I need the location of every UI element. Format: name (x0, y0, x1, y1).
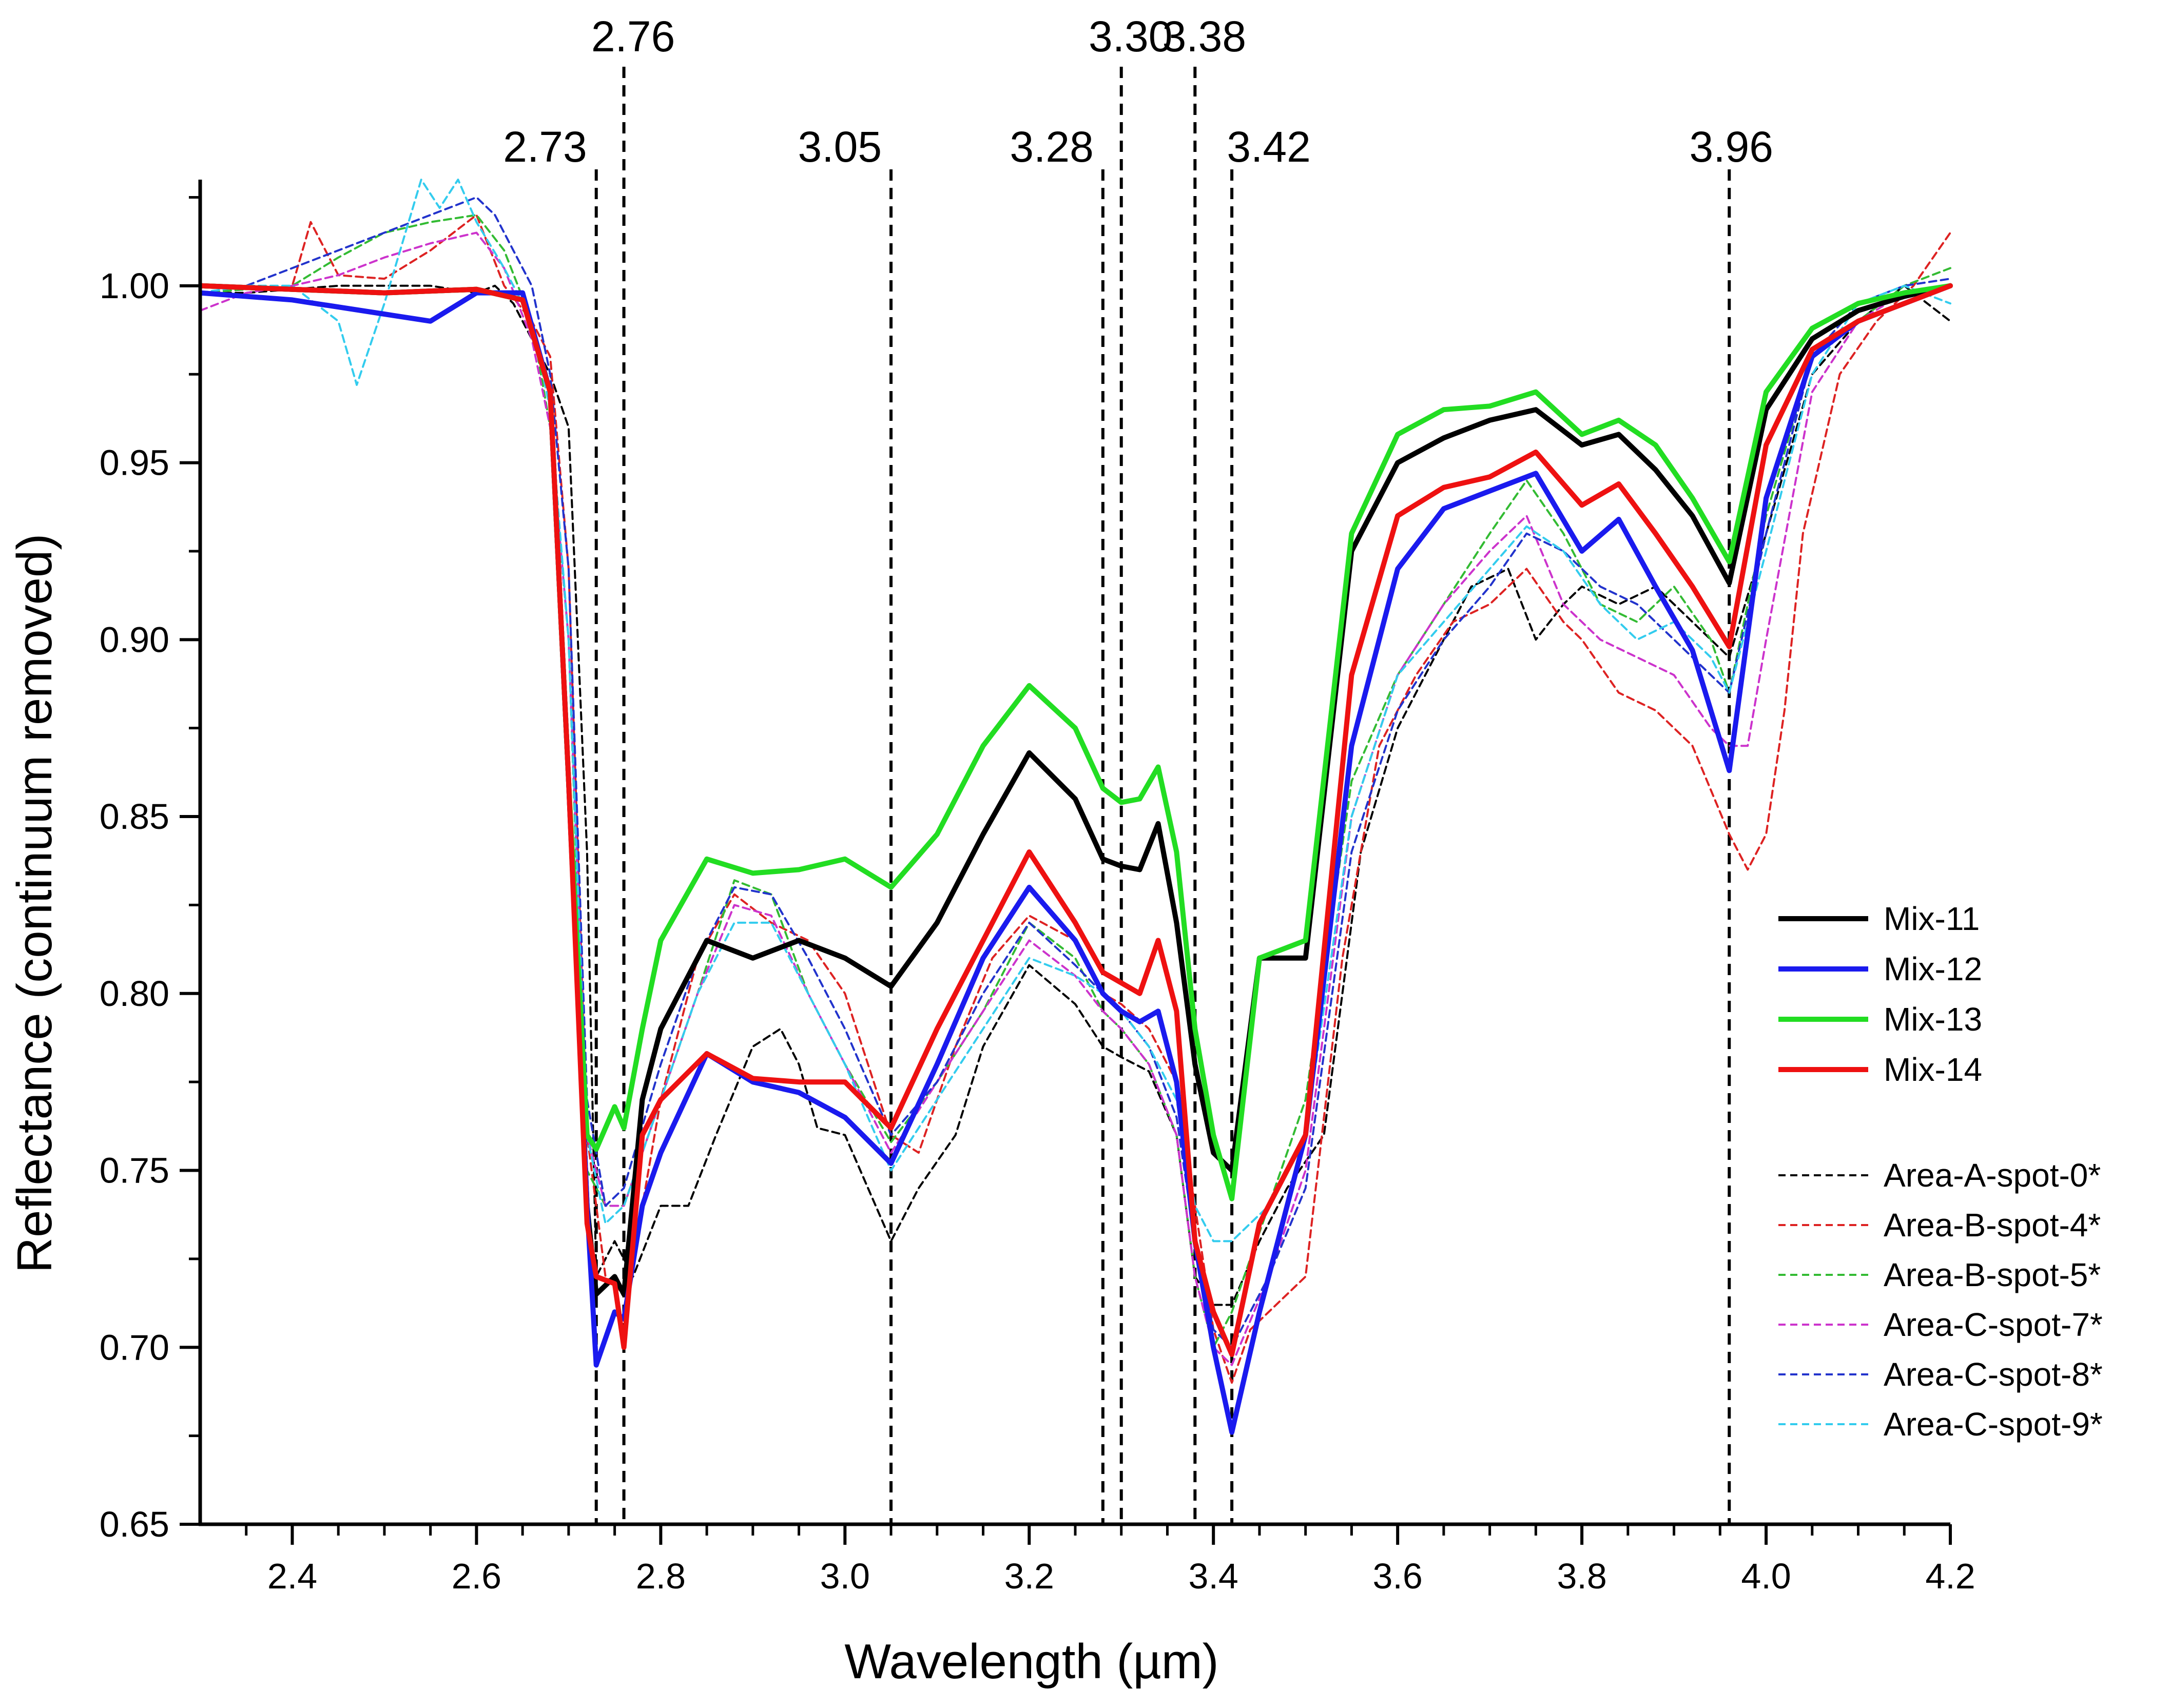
x-tick-label-3-4: 3.4 (1189, 1556, 1238, 1596)
y-tick-label-0-70: 0.70 (100, 1327, 169, 1367)
legend-label-area-c-spot-8: Area-C-spot-8* (1884, 1356, 2103, 1393)
legend-label-mix-13: Mix-13 (1884, 1001, 1982, 1038)
reference-label-3-38: 3.38 (1162, 12, 1247, 61)
reference-label-3-05: 3.05 (798, 123, 882, 171)
legend-label-area-c-spot-7: Area-C-spot-7* (1884, 1306, 2103, 1343)
legend-label-area-b-spot-4: Area-B-spot-4* (1884, 1207, 2101, 1244)
reference-label-3-96: 3.96 (1690, 123, 1774, 171)
x-tick-label-4-2: 4.2 (1925, 1556, 1975, 1596)
series-line-area-c-spot-8 (200, 196, 1951, 1349)
legend: Mix-11 Mix-12 Mix-13 Mix-14 Area-A-spot-0* Ar… (1778, 900, 2103, 1443)
series-line-area-c-spot-7 (200, 231, 1951, 1366)
x-tick-label-2-4: 2.4 (267, 1556, 317, 1596)
y-tick-label-0-95: 0.95 (100, 443, 169, 483)
y-tick-label-0-90: 0.90 (100, 619, 169, 659)
y-tick-label-0-65: 0.65 (100, 1504, 169, 1544)
y-tick-label-0-80: 0.80 (100, 974, 169, 1014)
reference-label-2-73: 2.73 (503, 123, 587, 171)
x-tick-label-3-8: 3.8 (1557, 1556, 1606, 1596)
legend-label-area-a-spot-0: Area-A-spot-0* (1884, 1157, 2101, 1194)
reference-label-3-42: 3.42 (1227, 123, 1311, 171)
x-tick-label-2-6: 2.6 (452, 1556, 501, 1596)
legend-label-mix-11: Mix-11 (1884, 900, 1980, 937)
data-series (200, 179, 1953, 1435)
series-line-mix-13 (200, 283, 1953, 1201)
reference-label-3-28: 3.28 (1010, 123, 1094, 171)
reference-lines: 2.73 2.76 3.05 3.28 3.303.38 3.42 3.96 (503, 12, 1773, 1524)
legend-label-mix-12: Mix-12 (1884, 950, 1982, 987)
series-line-mix-12 (200, 283, 1953, 1435)
y-tick-label-1-00: 1.00 (100, 266, 169, 306)
x-tick-label-4-0: 4.0 (1741, 1556, 1791, 1596)
legend-label-area-c-spot-9: Area-C-spot-9* (1884, 1406, 2103, 1443)
axes: 2.4 2.6 2.8 3.0 3.2 3.4 3.6 3.8 4.0 4.2 0.65 0.70 0.… (100, 180, 1975, 1596)
series-line-mix-14 (200, 283, 1953, 1357)
legend-label-area-b-spot-5: Area-B-spot-5* (1884, 1256, 2101, 1293)
y-tick-label-0-75: 0.75 (100, 1151, 169, 1191)
x-tick-label-3-2: 3.2 (1004, 1556, 1054, 1596)
series-line-mix-11 (200, 283, 1953, 1297)
series-line-area-b-spot-5 (200, 214, 1951, 1349)
y-tick-label-0-85: 0.85 (100, 797, 169, 837)
legend-label-mix-14: Mix-14 (1884, 1051, 1982, 1088)
reference-label-3-30: 3.30 (1089, 12, 1173, 61)
x-axis-title: Wavelength (µm) (844, 1634, 1218, 1689)
x-tick-label-3-6: 3.6 (1373, 1556, 1423, 1596)
series-line-area-a-spot-0 (200, 284, 1951, 1306)
x-tick-label-3-0: 3.0 (820, 1556, 870, 1596)
reference-label-2-76: 2.76 (591, 12, 675, 61)
x-tick-label-2-8: 2.8 (636, 1556, 686, 1596)
series-line-area-c-spot-9 (200, 179, 1951, 1243)
y-axis-title: Reflectance (continuum removed) (7, 534, 62, 1273)
